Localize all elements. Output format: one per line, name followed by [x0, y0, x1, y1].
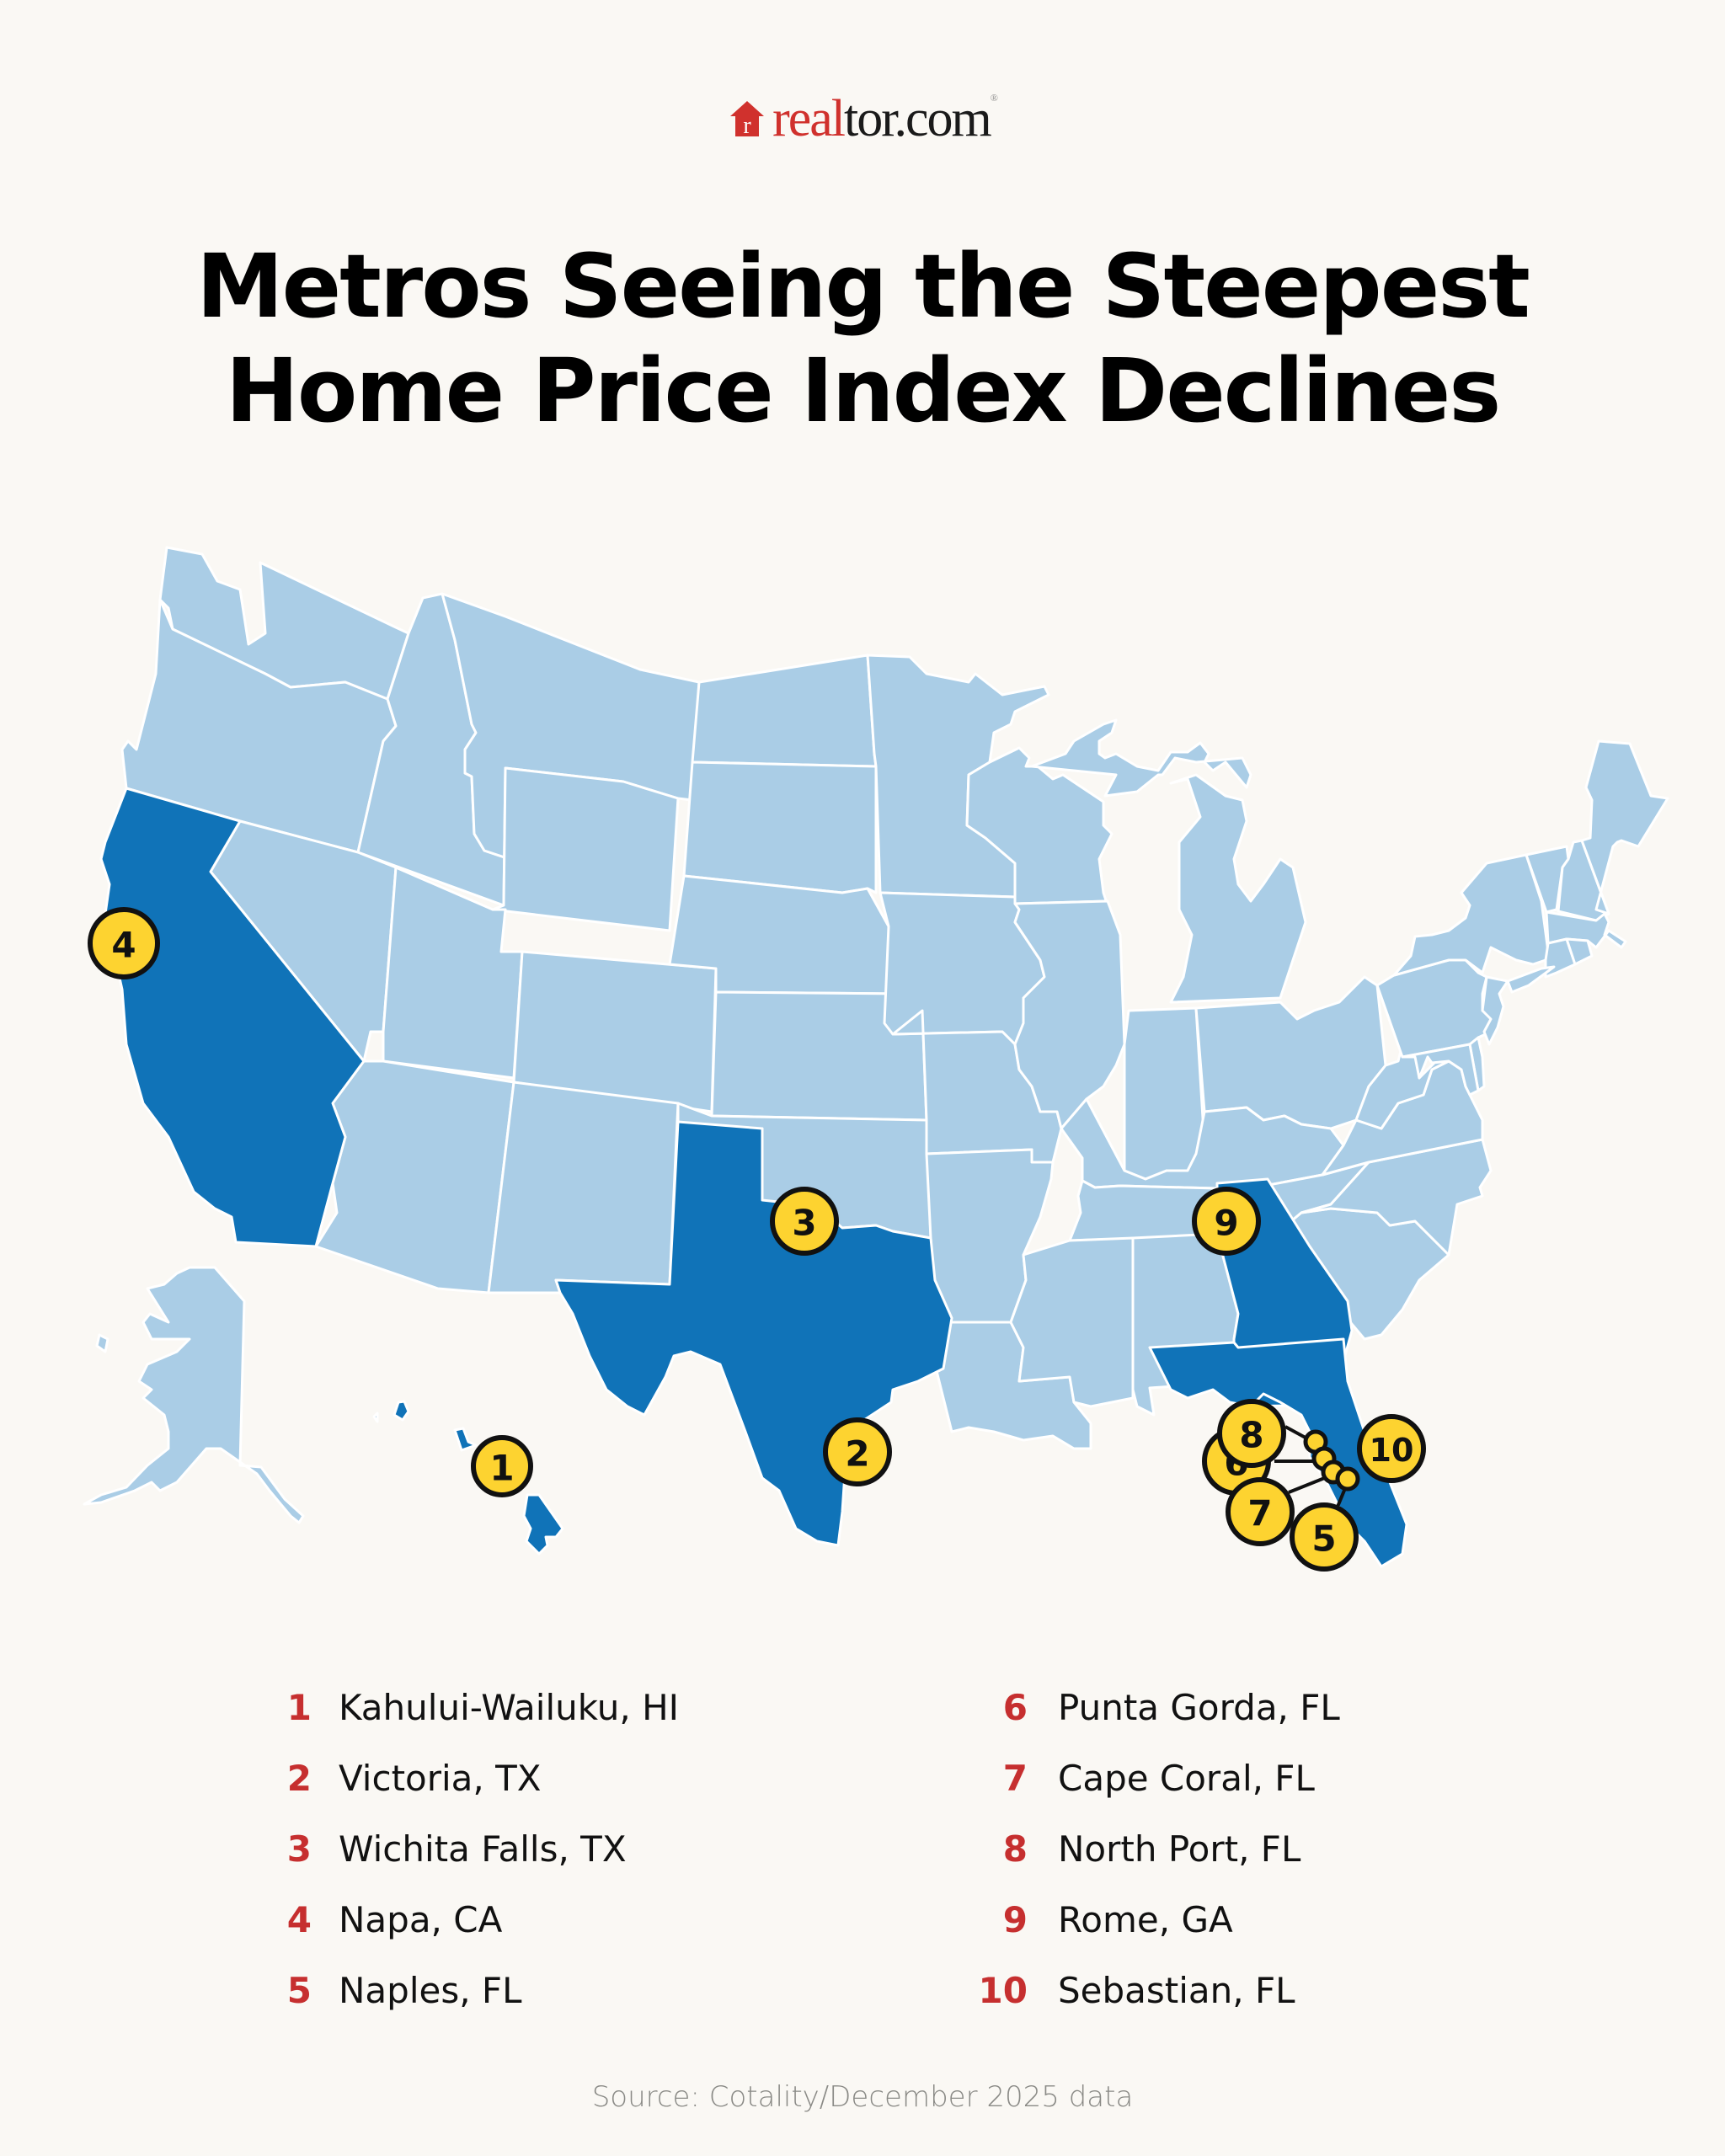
state-nc	[1300, 1138, 1493, 1257]
legend-item: 2 Victoria, TX	[286, 1757, 542, 1799]
marker-9[interactable]: 9	[1192, 1187, 1261, 1256]
state-mi	[1030, 718, 1252, 798]
house-icon: r	[730, 101, 765, 138]
marker-7[interactable]: 7	[1226, 1477, 1295, 1546]
long-island	[1506, 965, 1556, 994]
marker-3[interactable]: 3	[770, 1187, 839, 1256]
state-ms	[1009, 1236, 1135, 1408]
state-hi-big	[522, 1493, 564, 1556]
source-note: Source: Cotality/December 2025 data	[591, 2080, 1134, 2114]
svg-text:4: 4	[111, 925, 136, 966]
svg-text:2: 2	[845, 1433, 869, 1475]
svg-text:r: r	[743, 113, 751, 138]
florida-dots	[1303, 1429, 1360, 1492]
legend-item: 1 Kahului-Wailuku, HI	[286, 1686, 680, 1728]
logo-wordmark: realtor.com®	[772, 90, 998, 147]
svg-text:3: 3	[792, 1203, 816, 1244]
continental-base	[120, 546, 1669, 1450]
marker-1[interactable]: 1	[471, 1435, 533, 1497]
legend-item: 5 Naples, FL	[286, 1969, 522, 2011]
realtor-logo: r realtor.com®	[0, 93, 1725, 145]
title-line-1: Metros Seeing the Steepest	[196, 235, 1530, 338]
svg-text:1: 1	[489, 1448, 514, 1489]
state-me	[1580, 739, 1669, 915]
legend-item: 9 Rome, GA	[1002, 1898, 1233, 1940]
state-nj	[1481, 975, 1509, 1046]
state-tx	[554, 1120, 953, 1547]
svg-text:10: 10	[1370, 1432, 1414, 1469]
marker-10[interactable]: 10	[1357, 1414, 1426, 1483]
title-line-2: Home Price Index Declines	[225, 339, 1501, 442]
marker-4[interactable]: 4	[88, 907, 160, 979]
state-wy	[491, 766, 680, 932]
legend-item: 8 North Port, FL	[1002, 1828, 1301, 1870]
marker-8[interactable]: 8	[1217, 1399, 1286, 1468]
state-hi-maui	[393, 1400, 410, 1422]
state-az	[314, 1059, 515, 1294]
legend-item: 7 Cape Coral, FL	[1002, 1757, 1315, 1799]
state-wi	[965, 746, 1114, 920]
state-sd	[682, 760, 878, 894]
page-title: Metros Seeing the Steepest Home Price In…	[0, 234, 1725, 443]
state-ny	[1392, 853, 1550, 977]
marker-2[interactable]: 2	[823, 1417, 892, 1486]
legend-item: 6 Punta Gorda, FL	[1002, 1686, 1340, 1728]
state-nm	[487, 1081, 680, 1294]
us-map: 1 2 3 4 5 6 7 8 9 10	[83, 546, 1669, 1572]
state-ri	[1565, 937, 1594, 966]
legend-item: 4 Napa, CA	[286, 1898, 503, 1940]
legend-column-right: 6 Punta Gorda, FL 7 Cape Coral, FL 8 North …	[969, 1672, 1340, 2025]
state-nd	[691, 654, 878, 768]
state-ak	[83, 1266, 305, 1524]
state-mi-lower	[1169, 773, 1307, 1004]
state-hi-molokai	[453, 1427, 478, 1452]
state-wv	[1354, 1043, 1450, 1130]
state-ca	[99, 787, 366, 1248]
svg-text:7: 7	[1247, 1493, 1272, 1534]
svg-text:9: 9	[1214, 1203, 1238, 1244]
state-hi-oahu	[372, 1412, 379, 1423]
state-md	[1401, 1043, 1480, 1097]
state-in	[1123, 1006, 1206, 1181]
state-ak-island	[95, 1333, 109, 1353]
legend-item: 3 Wichita Falls, TX	[286, 1828, 627, 1870]
legend-column-left: 1 Kahului-Wailuku, HI 2 Victoria, TX 3 Wich…	[278, 1672, 679, 2025]
state-il	[1013, 899, 1126, 1130]
svg-text:8: 8	[1239, 1415, 1263, 1456]
marker-5[interactable]: 5	[1290, 1502, 1359, 1572]
svg-text:5: 5	[1311, 1518, 1336, 1560]
legend-item: 10 Sebastian, FL	[978, 1969, 1295, 2011]
